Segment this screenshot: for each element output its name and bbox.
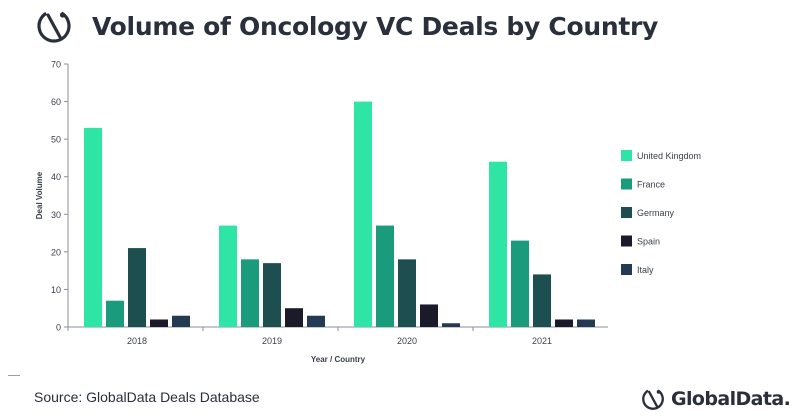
- legend-swatch-italy: [621, 264, 632, 275]
- brand-name: GlobalData.: [671, 388, 791, 410]
- bar-france-2019: [241, 259, 259, 327]
- header: Volume of Oncology VC Deals by Country: [34, 6, 658, 46]
- bar-italy-2018: [172, 315, 190, 327]
- x-tick-label: 2018: [127, 336, 147, 346]
- divider: [8, 375, 20, 376]
- bar-france-2020: [376, 225, 394, 327]
- x-axis-title: Year / Country: [311, 355, 366, 364]
- y-tick-label: 50: [51, 135, 61, 145]
- bar-france-2021: [511, 240, 529, 327]
- bar-italy-2021: [577, 319, 595, 327]
- globaldata-mark-icon: [37, 9, 71, 43]
- bar-france-2018: [106, 300, 124, 327]
- bar-spain-2018: [150, 319, 168, 327]
- y-tick-label: 0: [56, 323, 61, 333]
- legend-label-spain: Spain: [637, 237, 660, 247]
- legend-label-italy: Italy: [637, 265, 654, 275]
- source-note: Source: GlobalData Deals Database: [34, 389, 260, 405]
- bar-united-kingdom-2021: [489, 161, 507, 327]
- y-tick-label: 40: [51, 172, 61, 182]
- y-axis-title: Deal Volume: [35, 171, 44, 219]
- bar-germany-2020: [398, 259, 416, 327]
- y-tick-label: 60: [51, 97, 61, 107]
- y-tick-label: 10: [51, 285, 61, 295]
- bar-united-kingdom-2020: [354, 101, 372, 327]
- bar-spain-2019: [285, 308, 303, 327]
- bar-united-kingdom-2018: [84, 127, 102, 327]
- globaldata-mark-icon: [642, 388, 664, 410]
- legend-swatch-united-kingdom: [621, 150, 632, 161]
- bar-germany-2019: [263, 263, 281, 327]
- brand-logo: GlobalData.: [640, 384, 791, 414]
- y-tick-label: 20: [51, 247, 61, 257]
- bar-united-kingdom-2019: [219, 225, 237, 327]
- x-tick-label: 2019: [262, 336, 282, 346]
- legend-swatch-germany: [621, 207, 632, 218]
- x-tick-label: 2020: [397, 336, 417, 346]
- bar-italy-2019: [307, 315, 325, 327]
- legend-label-united-kingdom: United Kingdom: [637, 151, 701, 161]
- bar-spain-2021: [555, 319, 573, 327]
- legend-label-germany: Germany: [637, 208, 675, 218]
- bar-italy-2020: [442, 323, 460, 327]
- bar-germany-2018: [128, 248, 146, 327]
- bar-germany-2021: [533, 274, 551, 327]
- legend-label-france: France: [637, 180, 665, 190]
- y-tick-label: 70: [51, 60, 61, 70]
- legend-swatch-spain: [621, 235, 632, 247]
- legend-swatch-france: [621, 178, 632, 190]
- y-tick-label: 30: [51, 210, 61, 220]
- x-tick-label: 2021: [532, 336, 552, 346]
- chart-title: Volume of Oncology VC Deals by Country: [92, 11, 658, 41]
- bar-spain-2020: [420, 304, 438, 327]
